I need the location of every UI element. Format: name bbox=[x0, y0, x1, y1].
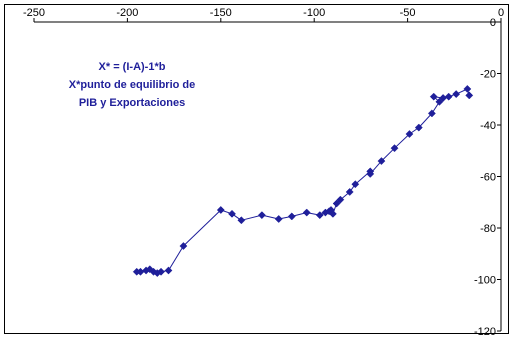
y-tick-label: 0 bbox=[490, 17, 496, 29]
axes: -250 -200 -150 -100 -50 00 -20 -40 -60 -80 -100 -12… bbox=[23, 7, 504, 338]
x-tick-label: 0 bbox=[498, 7, 504, 19]
data-point bbox=[465, 91, 474, 100]
annotation-line-2: X*punto de equilibrio de bbox=[69, 79, 196, 91]
data-point bbox=[164, 266, 173, 275]
y-tick-label: -120 bbox=[474, 326, 496, 338]
annotation: X* = (I-A)-1*b X*punto de equilibrio de … bbox=[69, 61, 196, 109]
x-tick-label: -250 bbox=[23, 7, 45, 19]
data-point bbox=[444, 92, 453, 101]
series-layer bbox=[132, 84, 474, 278]
y-tick-label: -80 bbox=[480, 223, 496, 235]
data-point bbox=[377, 157, 386, 166]
data-point bbox=[345, 187, 354, 196]
x-tick-label: -50 bbox=[400, 7, 416, 19]
data-point bbox=[302, 208, 311, 217]
y-tick-label: -40 bbox=[480, 120, 496, 132]
data-point bbox=[463, 84, 472, 93]
y-tick-label: -60 bbox=[480, 172, 496, 184]
data-point bbox=[414, 123, 423, 132]
data-point bbox=[237, 216, 246, 225]
data-point bbox=[157, 267, 165, 276]
data-point bbox=[332, 199, 341, 208]
annotation-line-1: X* = (I-A)-1*b bbox=[99, 61, 166, 73]
data-point bbox=[336, 195, 345, 204]
data-point bbox=[435, 97, 444, 106]
data-point bbox=[405, 130, 414, 138]
data-point bbox=[366, 169, 375, 178]
x-tick-label: -100 bbox=[303, 7, 325, 19]
annotation-line-3: PIB y Exportaciones bbox=[79, 97, 185, 109]
data-point bbox=[390, 144, 399, 153]
data-point bbox=[452, 90, 461, 99]
data-point bbox=[351, 180, 360, 189]
data-point bbox=[427, 109, 436, 118]
x-tick-label: -150 bbox=[210, 7, 232, 19]
data-point bbox=[216, 206, 225, 214]
data-point bbox=[228, 209, 236, 218]
data-point bbox=[257, 211, 266, 220]
y-tick-label: -20 bbox=[480, 69, 496, 81]
data-point bbox=[274, 215, 283, 223]
chart-frame bbox=[4, 4, 509, 334]
y-tick-label: -100 bbox=[474, 275, 496, 287]
data-point bbox=[179, 242, 188, 250]
x-tick-label: -200 bbox=[116, 7, 138, 19]
data-point bbox=[429, 92, 438, 101]
data-point bbox=[315, 211, 324, 220]
data-point bbox=[287, 212, 296, 221]
data-point bbox=[328, 209, 337, 218]
